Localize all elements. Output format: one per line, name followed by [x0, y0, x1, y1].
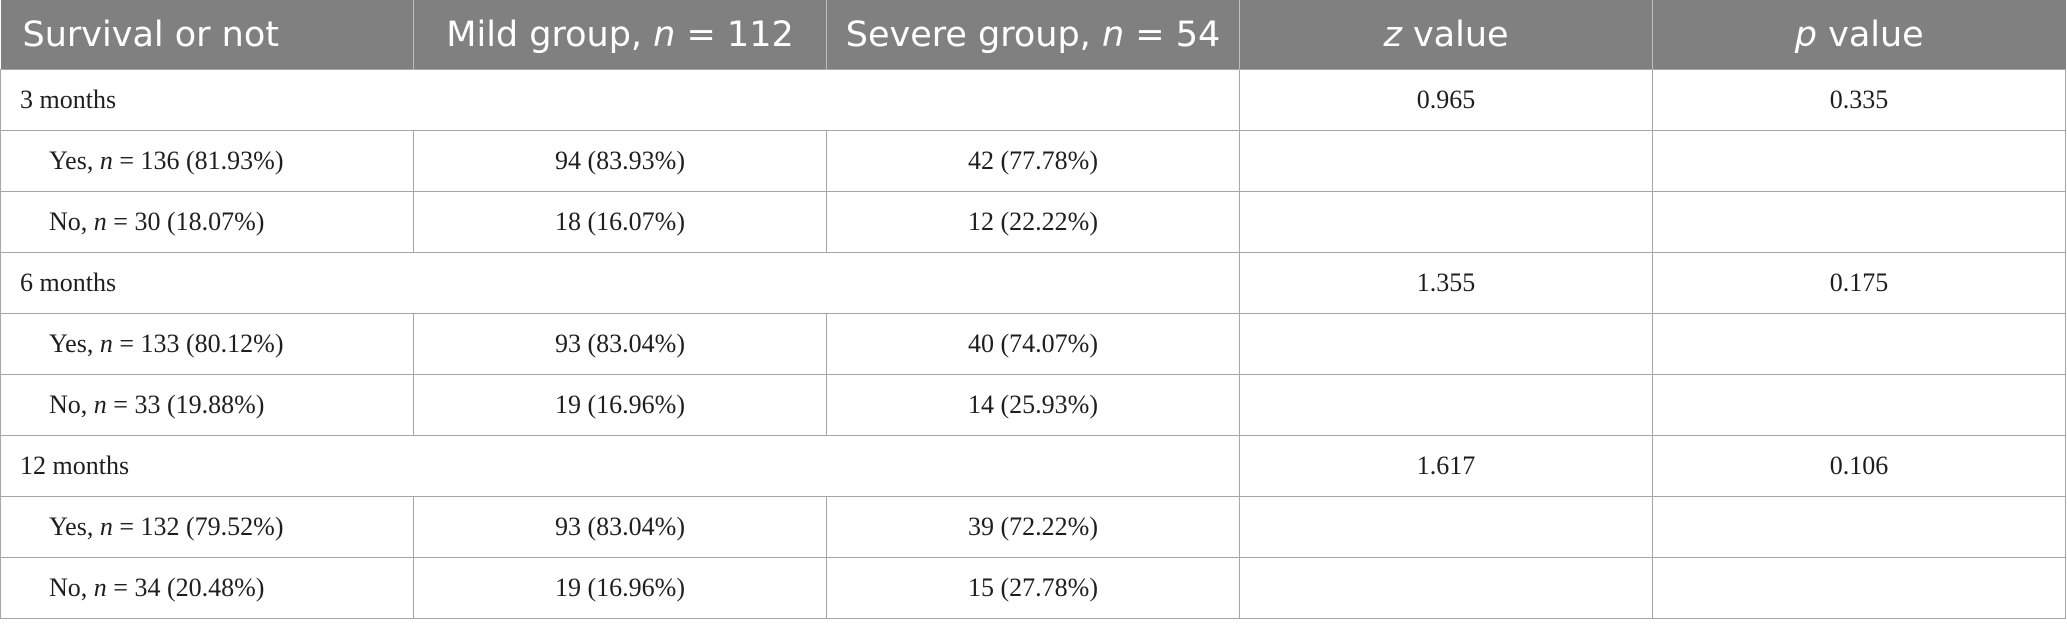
empty-cell [1652, 130, 2066, 192]
group-label: 12 months [0, 435, 1240, 497]
survival-table: Survival or not Mild group, n = 112 Seve… [0, 0, 2066, 619]
empty-cell [1652, 313, 2066, 375]
z-value: 1.355 [1239, 252, 1653, 314]
group-row: 12 months 1.617 0.106 [0, 435, 2066, 497]
empty-cell [1239, 313, 1653, 375]
p-value: 0.335 [1652, 69, 2066, 131]
header-mild-group: Mild group, n = 112 [413, 0, 827, 70]
severe-cell: 40 (74.07%) [826, 313, 1240, 375]
severe-cell: 39 (72.22%) [826, 496, 1240, 558]
severe-cell: 12 (22.22%) [826, 191, 1240, 253]
z-value: 1.617 [1239, 435, 1653, 497]
mild-cell: 18 (16.07%) [413, 191, 827, 253]
severe-cell: 42 (77.78%) [826, 130, 1240, 192]
mild-cell: 94 (83.93%) [413, 130, 827, 192]
row-label: No, n = 33 (19.88%) [0, 374, 414, 436]
row-label: No, n = 34 (20.48%) [0, 557, 414, 619]
p-value: 0.175 [1652, 252, 2066, 314]
mild-cell: 19 (16.96%) [413, 374, 827, 436]
empty-cell [1239, 130, 1653, 192]
row-label: No, n = 30 (18.07%) [0, 191, 414, 253]
row-label: Yes, n = 132 (79.52%) [0, 496, 414, 558]
header-row: Survival or not Mild group, n = 112 Seve… [0, 0, 2066, 70]
empty-cell [1652, 496, 2066, 558]
empty-cell [1239, 557, 1653, 619]
header-p-value: p value [1652, 0, 2066, 70]
empty-cell [1652, 374, 2066, 436]
header-survival: Survival or not [0, 0, 414, 70]
severe-cell: 15 (27.78%) [826, 557, 1240, 619]
table-row: Yes, n = 132 (79.52%) 93 (83.04%) 39 (72… [0, 496, 2066, 558]
group-row: 3 months 0.965 0.335 [0, 69, 2066, 131]
mild-cell: 19 (16.96%) [413, 557, 827, 619]
header-z-value: z value [1239, 0, 1653, 70]
p-value: 0.106 [1652, 435, 2066, 497]
row-label: Yes, n = 136 (81.93%) [0, 130, 414, 192]
table-header: Survival or not Mild group, n = 112 Seve… [0, 0, 2066, 70]
table-body: 3 months 0.965 0.335 Yes, n = 136 (81.93… [0, 69, 2066, 619]
severe-cell: 14 (25.93%) [826, 374, 1240, 436]
empty-cell [1239, 191, 1653, 253]
header-severe-group: Severe group, n = 54 [826, 0, 1240, 70]
table-row: No, n = 33 (19.88%) 19 (16.96%) 14 (25.9… [0, 374, 2066, 436]
table-row: No, n = 30 (18.07%) 18 (16.07%) 12 (22.2… [0, 191, 2066, 253]
empty-cell [1652, 191, 2066, 253]
table-row: Yes, n = 133 (80.12%) 93 (83.04%) 40 (74… [0, 313, 2066, 375]
group-label: 6 months [0, 252, 1240, 314]
empty-cell [1652, 557, 2066, 619]
table-row: Yes, n = 136 (81.93%) 94 (83.93%) 42 (77… [0, 130, 2066, 192]
empty-cell [1239, 374, 1653, 436]
row-label: Yes, n = 133 (80.12%) [0, 313, 414, 375]
group-row: 6 months 1.355 0.175 [0, 252, 2066, 314]
z-value: 0.965 [1239, 69, 1653, 131]
mild-cell: 93 (83.04%) [413, 496, 827, 558]
group-label: 3 months [0, 69, 1240, 131]
mild-cell: 93 (83.04%) [413, 313, 827, 375]
empty-cell [1239, 496, 1653, 558]
table-row: No, n = 34 (20.48%) 19 (16.96%) 15 (27.7… [0, 557, 2066, 619]
